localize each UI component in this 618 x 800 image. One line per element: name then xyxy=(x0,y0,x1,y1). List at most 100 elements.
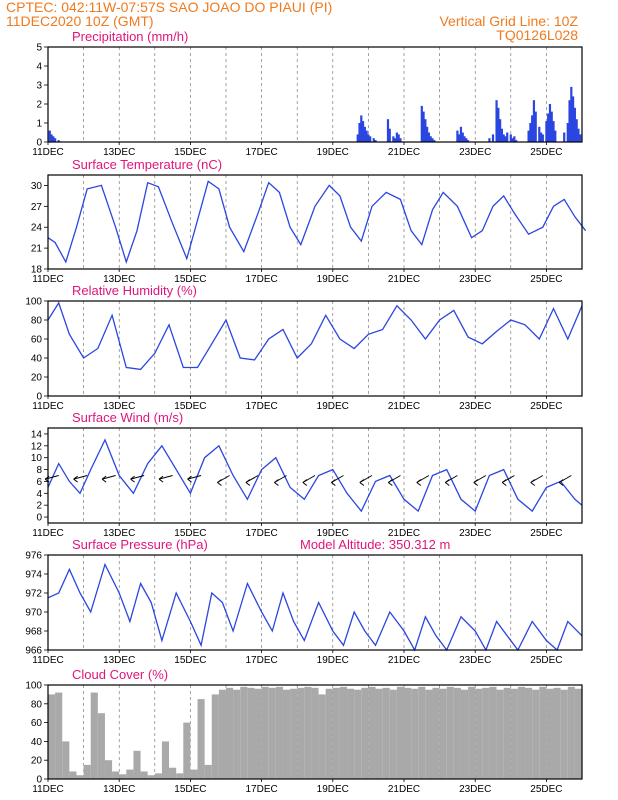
x-tick-label: 25DEC xyxy=(530,274,562,285)
bar xyxy=(466,140,470,142)
panel-frame xyxy=(47,427,583,524)
x-tick-label: 23DEC xyxy=(459,274,491,285)
bar xyxy=(147,775,155,779)
bar xyxy=(468,686,476,779)
wind-arrow-head xyxy=(130,478,135,483)
bar xyxy=(368,686,376,779)
y-tick-label: 60 xyxy=(31,335,43,346)
y-tick-label: 1 xyxy=(36,119,42,130)
y-tick-label: 0 xyxy=(36,513,42,524)
y-tick-label: 12 xyxy=(31,441,43,452)
bar xyxy=(119,774,127,779)
panel-2: 18 21 24 27 30 11DEC 13DEC 15DEC 17DEC 19DEC 21DEC… xyxy=(31,157,587,285)
bar xyxy=(282,689,291,779)
bar xyxy=(290,688,298,779)
bar xyxy=(356,134,359,142)
x-tick-label: 25DEC xyxy=(530,528,562,539)
bar xyxy=(539,132,543,142)
panel-5: 966 968 970 972 974 976 11DEC 13DEC 15DEC 17DEC 19… xyxy=(25,537,583,666)
wind-arrow-head xyxy=(158,475,164,480)
x-tick-label: 19DEC xyxy=(317,528,349,539)
bar xyxy=(539,686,547,779)
bar xyxy=(55,692,63,779)
x-tick-label: 25DEC xyxy=(530,401,562,412)
x-tick-label: 19DEC xyxy=(317,274,349,285)
bar xyxy=(554,130,557,142)
bar xyxy=(566,123,569,142)
bar xyxy=(190,769,198,779)
wind-arrow-head xyxy=(331,479,336,483)
header-grid-line: Vertical Grid Line: 10Z xyxy=(439,13,578,29)
wind-arrow-head xyxy=(388,482,393,486)
x-tick-label: 25DEC xyxy=(530,784,562,795)
bar xyxy=(154,773,162,779)
bar xyxy=(388,128,391,142)
x-tick-label: 23DEC xyxy=(459,528,491,539)
x-tick-label: 21DEC xyxy=(388,655,420,666)
bar xyxy=(525,687,533,779)
bar xyxy=(369,136,372,142)
wind-arrow-head xyxy=(558,479,564,483)
wind-arrow xyxy=(130,475,145,480)
x-tick-label: 15DEC xyxy=(174,147,206,158)
panel-6: 0 20 40 60 80 100 11DEC 13DEC 15DEC 17DEC 19DEC 21D… xyxy=(25,667,583,795)
bar xyxy=(297,687,305,779)
series-line xyxy=(47,562,583,652)
bar xyxy=(133,750,141,779)
bar xyxy=(491,134,495,142)
bar xyxy=(325,688,333,779)
wind-arrow-head xyxy=(444,482,450,486)
wind-arrow-head xyxy=(130,475,135,480)
header-date: 11DEC2020 10Z (GMT) xyxy=(6,13,154,29)
bar xyxy=(218,689,226,779)
bar xyxy=(531,115,534,142)
bar xyxy=(463,136,466,142)
y-tick-label: 5 xyxy=(36,43,42,54)
bar xyxy=(567,686,575,779)
y-tick-label: 60 xyxy=(31,718,43,729)
x-tick-label: 21DEC xyxy=(388,147,420,158)
panel-frame xyxy=(47,684,583,780)
x-tick-label: 17DEC xyxy=(245,274,277,285)
bar xyxy=(546,688,554,779)
bar xyxy=(573,107,576,142)
panel-frame xyxy=(47,46,583,143)
bar xyxy=(375,688,383,779)
panel-annotation: Model Altitude: 350.312 m xyxy=(300,537,450,552)
y-tick-label: 10 xyxy=(31,453,43,464)
bar xyxy=(233,689,241,779)
bar xyxy=(547,113,550,142)
bar xyxy=(426,126,429,142)
wind-arrow-head xyxy=(187,478,192,483)
x-tick-label: 23DEC xyxy=(459,147,491,158)
bar xyxy=(52,136,55,142)
bar xyxy=(360,115,363,142)
bar xyxy=(247,687,255,779)
bar xyxy=(511,138,514,142)
x-tick-label: 11DEC xyxy=(32,401,64,412)
bar xyxy=(429,136,432,142)
wind-arrow-head xyxy=(274,482,279,486)
wind-arrow-head xyxy=(388,479,393,483)
bar xyxy=(541,134,544,142)
panel-title: Precipitation (mm/h) xyxy=(72,29,188,44)
bar xyxy=(431,138,434,142)
bar xyxy=(304,686,312,779)
bar xyxy=(527,130,530,142)
x-tick-label: 17DEC xyxy=(245,528,277,539)
bar xyxy=(482,687,490,779)
y-tick-label: 21 xyxy=(31,244,43,255)
x-tick-label: 11DEC xyxy=(32,655,64,666)
bar xyxy=(538,126,541,142)
bar xyxy=(83,764,91,779)
bar xyxy=(532,689,540,779)
bar xyxy=(204,764,212,779)
bar xyxy=(439,688,447,779)
x-tick-label: 21DEC xyxy=(388,784,420,795)
bar xyxy=(374,140,377,142)
bar xyxy=(404,687,412,779)
x-tick-label: 17DEC xyxy=(245,784,277,795)
wind-arrow-head xyxy=(416,482,422,486)
wind-arrow-head xyxy=(359,479,365,483)
